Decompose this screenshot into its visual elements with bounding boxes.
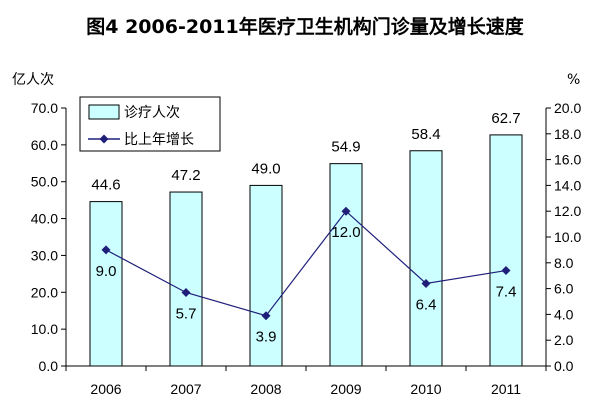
bar: [329, 163, 363, 367]
bar: [89, 201, 123, 367]
left-tick-label: 30.0: [31, 247, 58, 263]
legend-line-label: 比上年增长: [124, 132, 194, 148]
legend: 诊疗人次 比上年增长: [79, 96, 221, 152]
bar-data-label: 49.0: [251, 160, 280, 177]
bar: [409, 150, 443, 367]
right-tick-label: 2.0: [554, 332, 574, 348]
x-tick-label: 2009: [330, 381, 361, 397]
bar: [249, 184, 283, 367]
left-tick-label: 10.0: [31, 321, 58, 337]
left-tick-label: 20.0: [31, 284, 58, 300]
right-tick-label: 6.0: [554, 281, 574, 297]
right-tick-label: 8.0: [554, 255, 574, 271]
left-tick-label: 50.0: [31, 174, 58, 190]
growth-point: [101, 245, 111, 255]
left-tick-label: 0.0: [39, 358, 59, 374]
growth-point: [421, 278, 431, 288]
growth-point: [501, 266, 511, 276]
legend-bar-label: 诊疗人次: [124, 105, 180, 121]
growth-point: [261, 311, 271, 321]
right-tick-label: 4.0: [554, 306, 574, 322]
left-tick-label: 70.0: [31, 100, 58, 116]
growth-data-label: 5.7: [176, 305, 197, 322]
bar-data-label: 54.9: [331, 139, 360, 156]
growth-data-label: 7.4: [496, 284, 517, 301]
growth-data-label: 12.0: [331, 224, 360, 241]
x-tick-label: 2006: [90, 381, 121, 397]
legend-bar-swatch: [88, 104, 120, 120]
bar-data-label: 58.4: [411, 126, 440, 143]
bar-data-label: 62.7: [491, 110, 520, 127]
chart-title: 图4 2006-2011年医疗卫生机构门诊量及增长速度: [86, 15, 524, 38]
right-tick-label: 12.0: [554, 203, 581, 219]
right-axis-unit: %: [567, 72, 580, 88]
growth-point: [181, 287, 191, 297]
bar-data-label: 47.2: [171, 167, 200, 184]
left-tick-label: 60.0: [31, 137, 58, 153]
x-tick-label: 2008: [250, 381, 281, 397]
right-tick-label: 0.0: [554, 358, 574, 374]
growth-data-label: 6.4: [416, 296, 437, 313]
right-tick-label: 14.0: [554, 177, 581, 193]
x-tick-label: 2007: [170, 381, 201, 397]
left-tick-label: 40.0: [31, 211, 58, 227]
right-tick-label: 18.0: [554, 126, 581, 142]
bar-data-label: 44.6: [91, 177, 120, 194]
left-axis-unit: 亿人次: [12, 72, 54, 88]
growth-line: [105, 210, 507, 317]
right-tick-label: 10.0: [554, 229, 581, 245]
bar: [489, 134, 523, 367]
bar: [169, 191, 203, 367]
right-tick-label: 20.0: [554, 100, 581, 116]
x-tick-label: 2011: [491, 381, 521, 397]
x-tick-label: 2010: [410, 381, 441, 397]
legend-line-marker: [99, 134, 109, 144]
growth-point: [341, 206, 351, 216]
growth-data-label: 3.9: [256, 329, 277, 346]
growth-data-label: 9.0: [96, 263, 117, 280]
right-tick-label: 16.0: [554, 152, 581, 168]
